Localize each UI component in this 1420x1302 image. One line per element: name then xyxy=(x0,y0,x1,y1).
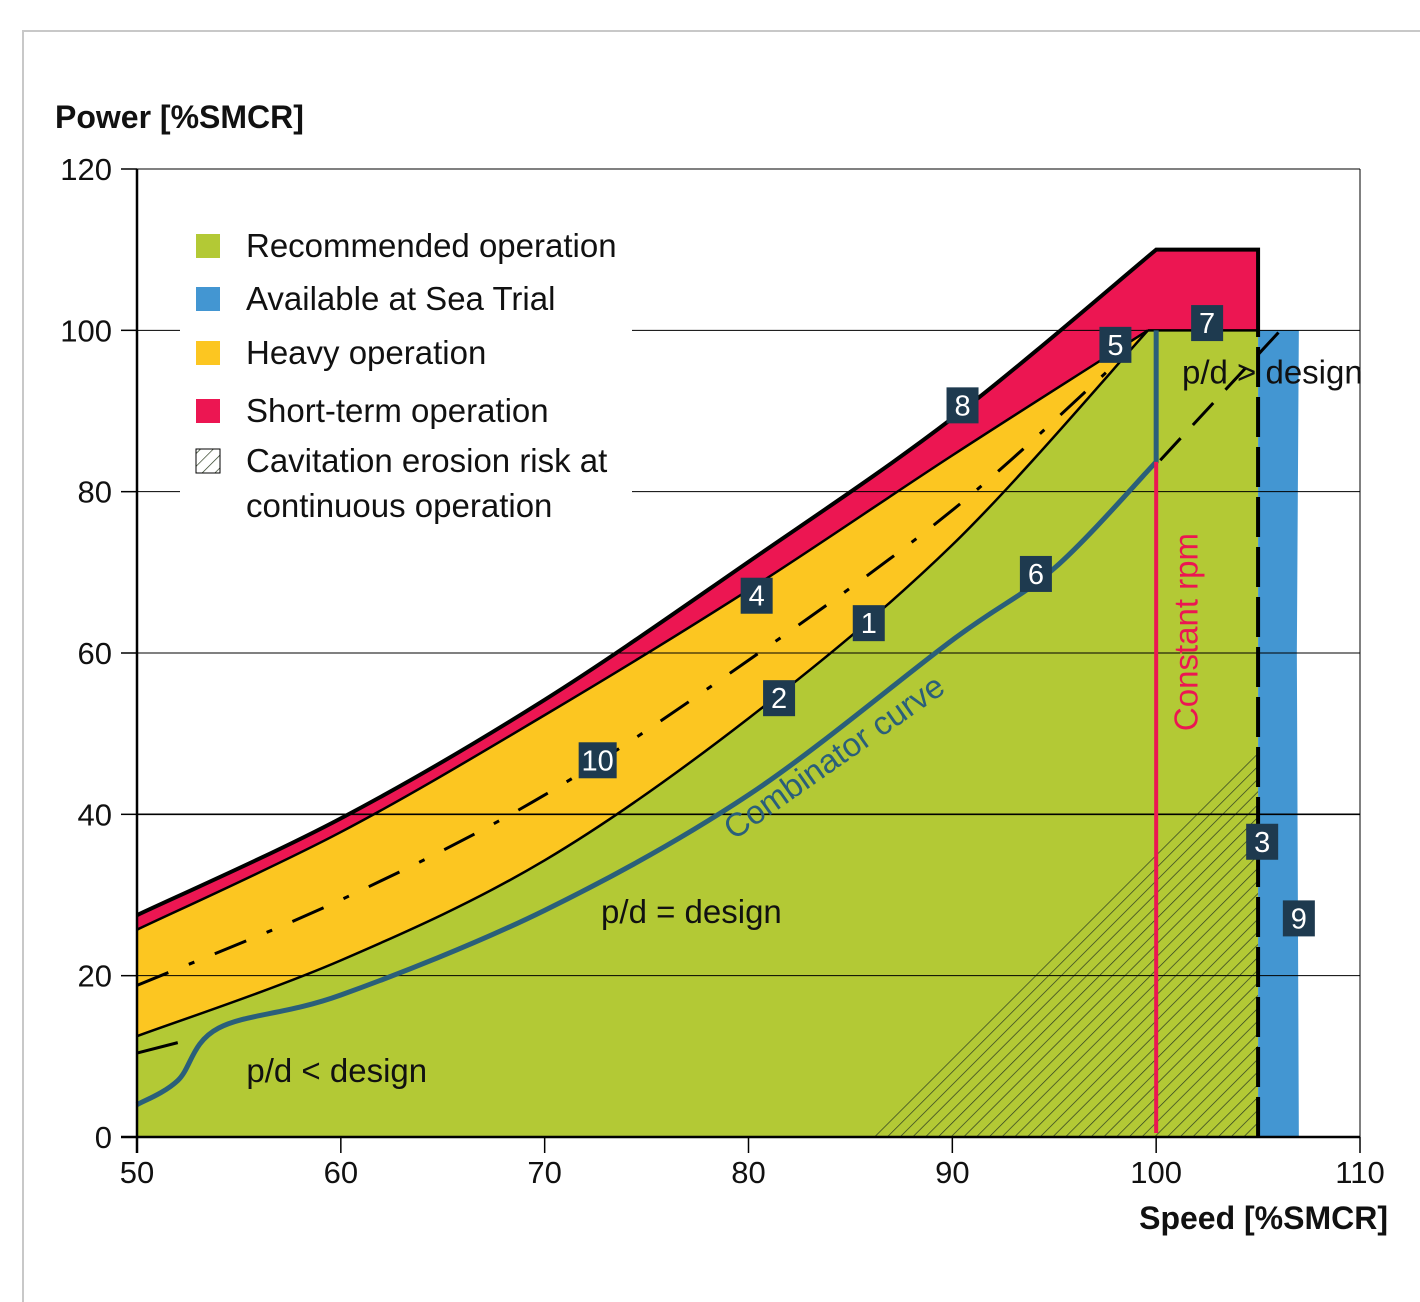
x-tick-label: 80 xyxy=(731,1155,765,1190)
legend-swatch xyxy=(195,448,221,474)
badge-box xyxy=(1019,555,1052,592)
legend-label: Cavitation erosion risk at xyxy=(246,442,607,479)
legend: Recommended operation Available at Sea Tr… xyxy=(180,220,632,526)
annotation-text: p/d = design xyxy=(601,893,782,930)
y-tick-label: 20 xyxy=(78,959,112,994)
y-tick-label: 40 xyxy=(78,797,112,832)
y-tick-label: 0 xyxy=(95,1120,112,1155)
recommended-operation-area xyxy=(137,330,1259,1137)
badge-box xyxy=(1191,305,1224,342)
y-tick-label: 120 xyxy=(60,152,112,187)
badge-label: 6 xyxy=(1028,559,1044,591)
badge-box xyxy=(946,387,979,424)
badge-label: 8 xyxy=(954,390,970,422)
cavitation-erosion-hatch xyxy=(870,749,1259,1137)
legend-label: Recommended operation xyxy=(246,227,617,264)
legend-box xyxy=(180,220,632,526)
heavy-limit-line xyxy=(136,329,1149,931)
badge-label: 5 xyxy=(1107,330,1123,362)
legend-swatch xyxy=(196,234,220,258)
short-term-limit-line xyxy=(136,247,1261,917)
pd-design-dashed-line xyxy=(1159,329,1282,462)
badge-box xyxy=(852,605,885,642)
y-tick-label: 80 xyxy=(78,475,112,510)
badge-label: 4 xyxy=(749,581,765,613)
legend-swatch xyxy=(196,287,220,311)
badge-label: 10 xyxy=(582,745,614,777)
legend-label: Available at Sea Trial xyxy=(246,280,555,317)
x-tick-label: 60 xyxy=(324,1155,358,1190)
annotation-text: p/d > design xyxy=(1182,353,1363,390)
x-tick-label: 50 xyxy=(120,1155,154,1190)
x-axis-title: Speed [%SMCR] xyxy=(1139,1200,1388,1236)
x-tick-label: 110 xyxy=(1335,1155,1384,1190)
legend-swatch xyxy=(196,341,220,365)
badge-box xyxy=(1282,900,1315,937)
badge-box xyxy=(1099,326,1132,363)
legend-label: Short-term operation xyxy=(246,392,549,429)
y-tick-label: 100 xyxy=(60,313,112,348)
legend-label: continuous operation xyxy=(246,487,552,524)
annotation-text: Constant rpm xyxy=(1168,533,1205,731)
badges: 1 2 3 4 5 6 7 8 9 10 xyxy=(578,305,1315,937)
heavy-operation-area xyxy=(137,330,1149,1037)
figure-frame xyxy=(22,30,1420,1302)
x-tick-label: 100 xyxy=(1130,1155,1182,1190)
pd-low-dashed-line xyxy=(136,1041,179,1055)
sea-trial-area xyxy=(1258,330,1299,1137)
badge-box xyxy=(578,742,617,779)
badge-box xyxy=(1246,823,1279,860)
y-axis-title: Power [%SMCR] xyxy=(55,99,304,135)
badge-label: 2 xyxy=(771,683,787,715)
recommended-limit-line xyxy=(136,329,1149,1038)
badge-label: 7 xyxy=(1199,308,1215,340)
badge-box xyxy=(763,680,796,717)
badge-label: 9 xyxy=(1291,903,1307,935)
x-tick-label: 90 xyxy=(935,1155,969,1190)
y-tick-label: 60 xyxy=(78,636,112,671)
legend-swatch xyxy=(196,399,220,423)
badge-label: 1 xyxy=(861,608,877,640)
legend-label: Heavy operation xyxy=(246,334,486,371)
dash-dot-line xyxy=(136,353,1127,987)
annotation-text: p/d < design xyxy=(246,1052,427,1089)
x-tick-label: 70 xyxy=(527,1155,561,1190)
badge-box xyxy=(740,577,773,614)
badge-label: 3 xyxy=(1254,827,1270,859)
